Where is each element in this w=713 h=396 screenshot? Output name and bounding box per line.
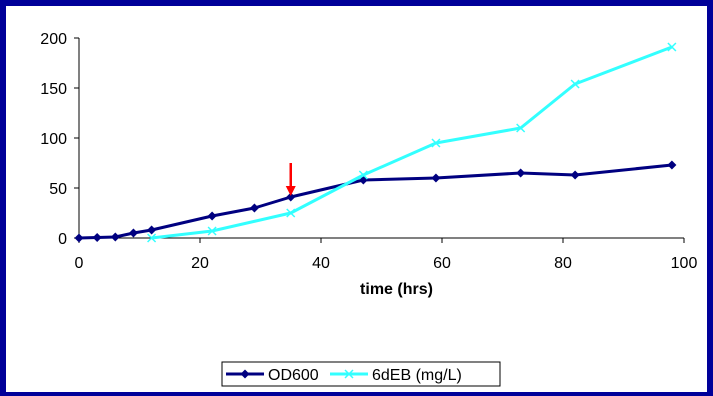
y-tick-label: 0 [58, 231, 67, 248]
marker-stroke [207, 226, 217, 236]
data-point-six-deb [667, 42, 677, 52]
marker-stroke [431, 138, 441, 148]
data-point-od600 [431, 173, 441, 183]
data-point-six-deb [147, 233, 157, 243]
x-tick-label: 100 [671, 255, 698, 272]
data-point-od600 [516, 168, 526, 178]
series-od600 [74, 160, 677, 243]
data-point-od600 [286, 192, 296, 202]
data-point-six-deb [286, 208, 296, 218]
x-tick-label: 80 [554, 255, 572, 272]
marker-stroke [147, 233, 157, 243]
x-tick-label: 60 [433, 255, 451, 272]
x-tick-label: 0 [75, 255, 84, 272]
x-tick-label: 20 [191, 255, 209, 272]
legend-label: 6dEB (mg/L) [372, 367, 462, 384]
data-point-od600 [570, 170, 580, 180]
y-tick-label: 150 [40, 81, 67, 98]
series-layer [74, 42, 677, 243]
marker-stroke [516, 123, 526, 133]
data-point-od600 [249, 203, 259, 213]
data-point-od600 [207, 211, 217, 221]
data-point-six-deb [431, 138, 441, 148]
legend-marker [240, 369, 250, 379]
chart-frame: 0 50 100 150 200 0 20 40 60 80 100 time (hrs) OD60… [6, 6, 707, 392]
x-axis-title: time (hrs) [360, 281, 433, 298]
marker-stroke [344, 369, 354, 379]
series-six-deb [147, 42, 677, 243]
data-point-od600 [92, 233, 102, 242]
data-point-od600 [147, 225, 157, 235]
red-arrow-annotation [285, 163, 296, 196]
axes: 0 50 100 150 200 0 20 40 60 80 100 [40, 31, 697, 272]
marker-stroke [358, 170, 368, 180]
legend-item-six-deb: 6dEB (mg/L) [330, 367, 462, 384]
legend-label: OD600 [268, 367, 319, 384]
y-tick-label: 200 [40, 31, 67, 48]
marker-stroke [570, 79, 580, 89]
y-tick-label: 100 [40, 131, 67, 148]
legend-marker [344, 369, 354, 379]
data-point-six-deb [358, 170, 368, 180]
data-point-six-deb [570, 79, 580, 89]
arrow-head [285, 186, 296, 196]
data-point-od600 [128, 228, 138, 238]
data-point-six-deb [207, 226, 217, 236]
marker-stroke [286, 208, 296, 218]
marker-stroke [667, 42, 677, 52]
annotation-layer [285, 163, 296, 196]
legend: OD600 6dEB (mg/L) [221, 361, 501, 387]
data-point-od600 [667, 160, 677, 170]
y-tick-label: 50 [49, 181, 67, 198]
series-line-six-deb [151, 45, 673, 240]
legend-item-od600: OD600 [226, 367, 319, 384]
data-point-od600 [110, 232, 120, 242]
series-line-od600 [78, 163, 673, 240]
line-chart: 0 50 100 150 200 0 20 40 60 80 100 time (hrs) OD60… [40, 31, 697, 387]
x-tick-label: 40 [312, 255, 330, 272]
data-point-od600 [74, 233, 84, 243]
data-point-six-deb [516, 123, 526, 133]
